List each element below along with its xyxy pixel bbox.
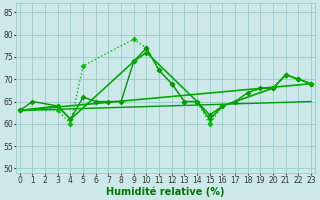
X-axis label: Humidité relative (%): Humidité relative (%) [106,186,225,197]
